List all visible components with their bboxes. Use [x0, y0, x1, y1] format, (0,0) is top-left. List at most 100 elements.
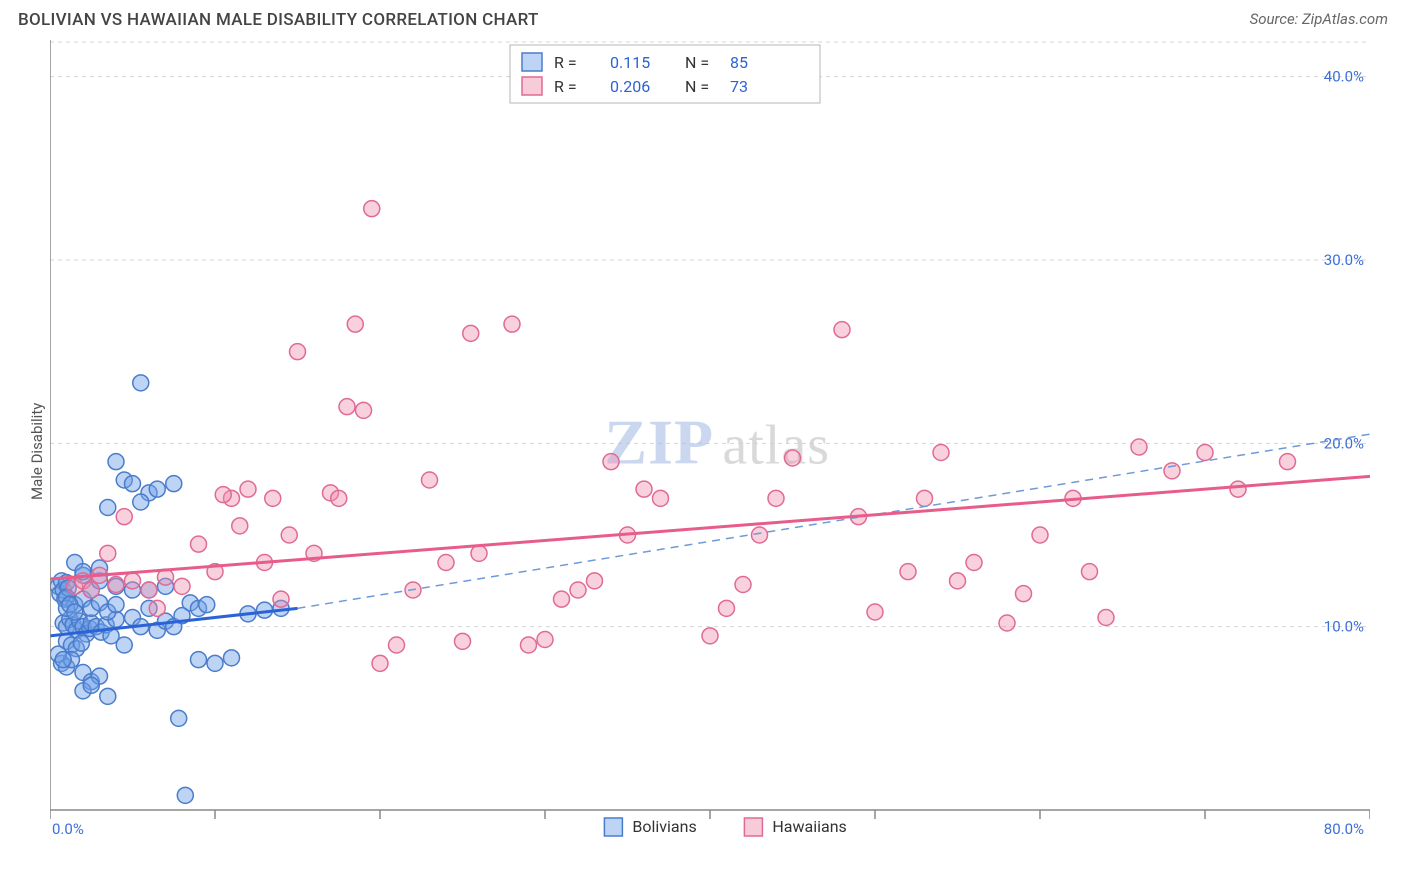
scatter-point [141, 582, 157, 598]
y-tick-label: 10.0% [1324, 618, 1364, 636]
scatter-point [125, 573, 141, 589]
y-axis-label: Male Disability [28, 403, 46, 500]
y-tick-label: 20.0% [1324, 434, 1364, 452]
legend-label: R = [554, 53, 577, 72]
chart-header: BOLIVIAN VS HAWAIIAN MALE DISABILITY COR… [0, 0, 1406, 36]
scatter-point [108, 454, 124, 470]
legend-label: R = [554, 77, 577, 96]
scatter-point [834, 322, 850, 338]
scatter-point [867, 604, 883, 620]
scatter-point [224, 650, 240, 666]
scatter-point [331, 490, 347, 506]
y-tick-label: 40.0% [1324, 68, 1364, 86]
scatter-point [1280, 454, 1296, 470]
scatter-point [265, 490, 281, 506]
chart-container: 10.0% 20.0% 30.0% 40.0% ZIPatlas 0.0% 80.0% R =… [50, 40, 1388, 850]
legend-label: N = [685, 53, 709, 72]
watermark: ZIP [604, 407, 714, 478]
scatter-point [125, 476, 141, 492]
chart-title: BOLIVIAN VS HAWAIIAN MALE DISABILITY COR… [18, 10, 539, 30]
legend-n-value: 85 [730, 53, 748, 72]
scatter-point [83, 677, 99, 693]
scatter-point [999, 615, 1015, 631]
scatter-point [1016, 586, 1032, 602]
scatter-point [207, 655, 223, 671]
scatter-point [100, 688, 116, 704]
scatter-point [950, 573, 966, 589]
scatter-point [504, 316, 520, 332]
scatter-point [1032, 527, 1048, 543]
scatter-point [116, 509, 132, 525]
scatter-point [290, 344, 306, 360]
scatter-point [768, 490, 784, 506]
scatter-point [587, 573, 603, 589]
scatter-point [933, 445, 949, 461]
scatter-point [149, 600, 165, 616]
scatter-point [199, 597, 215, 613]
scatter-point [108, 597, 124, 613]
scatter-point [149, 481, 165, 497]
scatter-point [785, 450, 801, 466]
scatter-point [389, 637, 405, 653]
legend-swatch [522, 53, 542, 71]
x-tick-label: 0.0% [52, 820, 84, 838]
scatter-point [174, 578, 190, 594]
legend-label: N = [685, 77, 709, 96]
scatter-point [471, 545, 487, 561]
y-tick-label: 30.0% [1324, 251, 1364, 269]
trend-extrapolation-bolivians [298, 434, 1371, 608]
scatter-point [133, 375, 149, 391]
scatter-point [636, 481, 652, 497]
scatter-point [240, 481, 256, 497]
scatter-point [1131, 439, 1147, 455]
legend-n-value: 73 [730, 77, 748, 96]
legend-swatch [522, 77, 542, 95]
scatter-point [347, 316, 363, 332]
scatter-point [735, 577, 751, 593]
scatter-point [215, 487, 231, 503]
scatter-point [719, 600, 735, 616]
scatter-point [653, 490, 669, 506]
scatter-point [1098, 610, 1114, 626]
scatter-point [273, 591, 289, 607]
scatter-point [73, 635, 89, 651]
scatter-point [554, 591, 570, 607]
scatter-point [372, 655, 388, 671]
scatter-point [55, 652, 71, 668]
scatter-point [463, 325, 479, 341]
scatter-point [356, 402, 372, 418]
watermark: atlas [722, 415, 830, 477]
scatter-point [521, 637, 537, 653]
scatter-point [166, 476, 182, 492]
scatter-point [171, 710, 187, 726]
scatter-point [603, 454, 619, 470]
scatter-chart: 10.0% 20.0% 30.0% 40.0% ZIPatlas 0.0% 80.0% R =… [50, 40, 1370, 850]
scatter-point [281, 527, 297, 543]
scatter-point [702, 628, 718, 644]
scatter-point [1164, 463, 1180, 479]
scatter-point [67, 604, 83, 620]
scatter-point [900, 564, 916, 580]
scatter-point [100, 545, 116, 561]
legend-r-value: 0.115 [610, 53, 650, 72]
scatter-point [100, 500, 116, 516]
scatter-point [570, 582, 586, 598]
legend-series-label: Bolivians [632, 817, 696, 836]
scatter-point [1082, 564, 1098, 580]
legend-r-value: 0.206 [610, 77, 650, 96]
scatter-point [438, 555, 454, 571]
legend-swatch [604, 818, 622, 836]
scatter-point [537, 632, 553, 648]
scatter-point [455, 633, 471, 649]
scatter-point [339, 399, 355, 415]
scatter-point [752, 527, 768, 543]
legend-swatch [744, 818, 762, 836]
scatter-point [1197, 445, 1213, 461]
legend-series-label: Hawaiians [772, 817, 846, 836]
scatter-point [966, 555, 982, 571]
scatter-point [177, 787, 193, 803]
scatter-point [108, 577, 124, 593]
scatter-point [116, 637, 132, 653]
x-tick-label: 80.0% [1324, 820, 1364, 838]
scatter-point [191, 652, 207, 668]
